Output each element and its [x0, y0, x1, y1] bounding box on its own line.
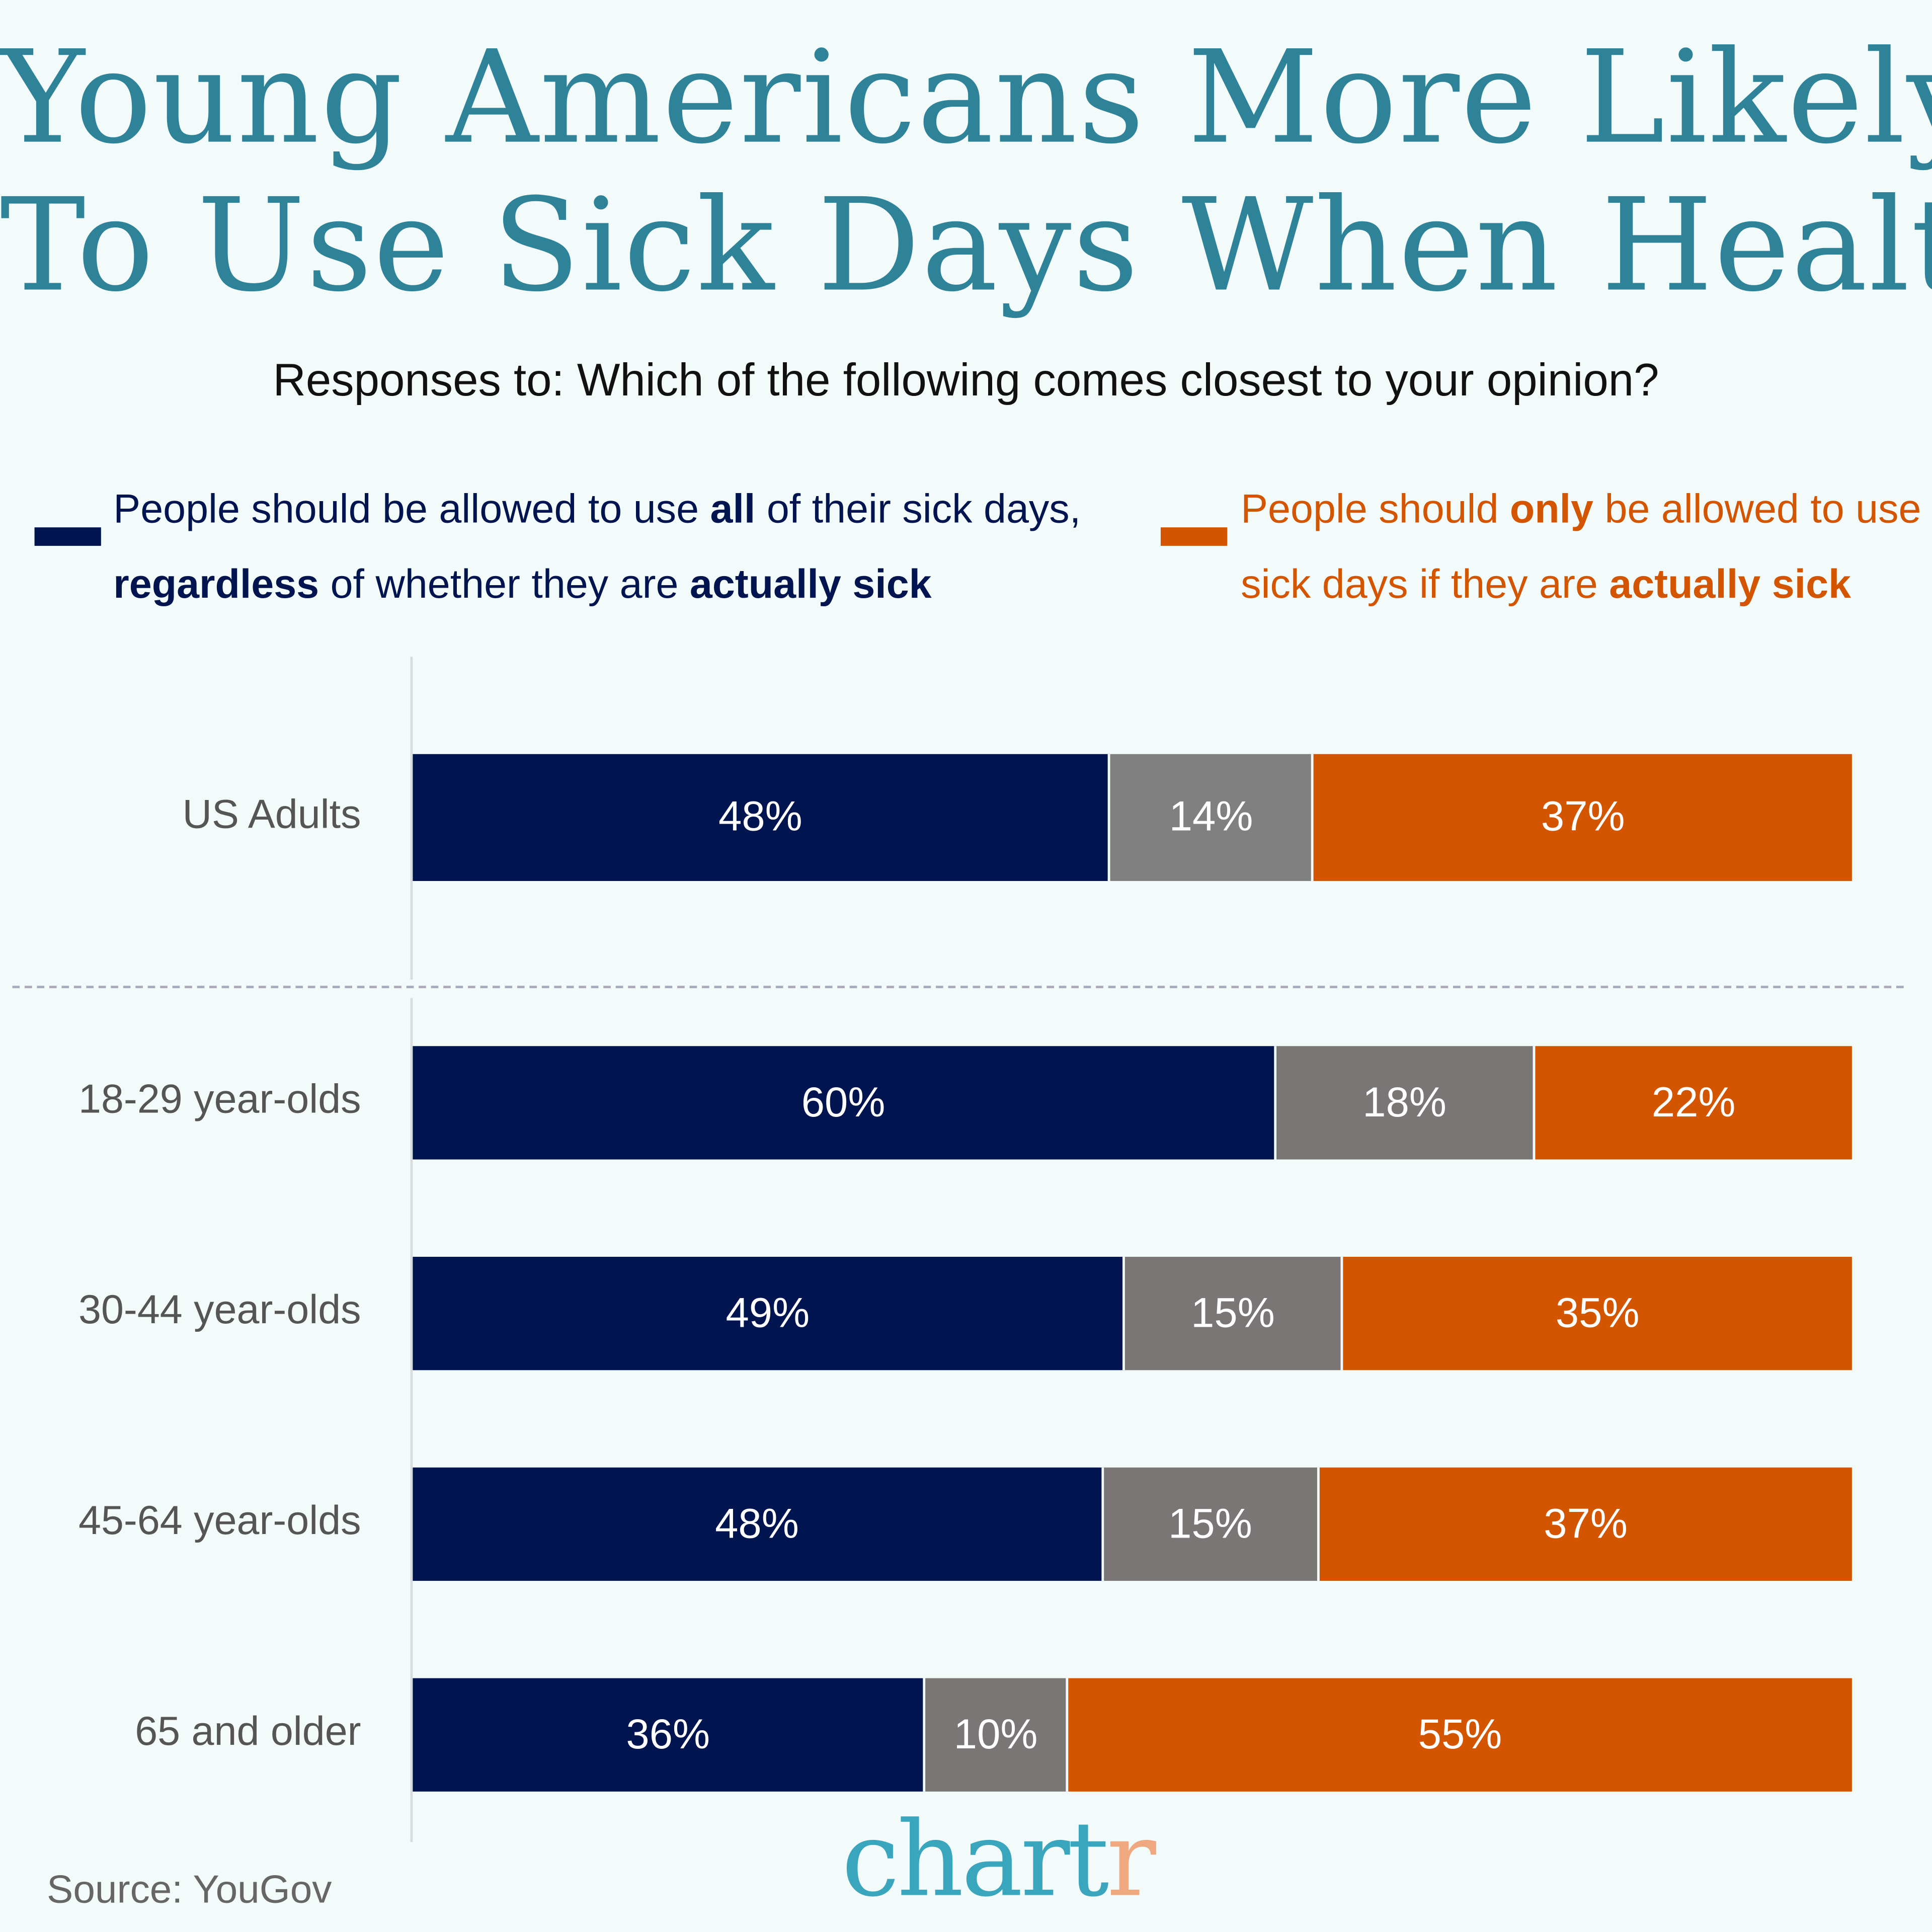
value-label: 37% [1541, 793, 1625, 841]
bar-row: 48% 14% 37% [413, 754, 1852, 881]
value-label: 48% [718, 793, 802, 841]
category-label: 65 and older [135, 1708, 361, 1753]
value-label: 18% [1362, 1079, 1446, 1126]
bar-segment: 49% [413, 1256, 1125, 1371]
divider-dashed [12, 986, 1904, 989]
bar-segment: 10% [925, 1678, 1069, 1792]
title-line-1: Young Americans More Likely [0, 22, 1932, 173]
value-label: 37% [1544, 1500, 1628, 1547]
category-label: US Adults [182, 790, 361, 836]
title-line-2: To Use Sick Days When Healthy [0, 170, 1932, 320]
bar-segment: 60% [413, 1046, 1276, 1160]
value-label: 48% [715, 1500, 799, 1547]
legend-text-only-sick: People should only be allowed to use sic… [1241, 485, 1921, 606]
value-label: 55% [1418, 1711, 1502, 1758]
value-label: 22% [1651, 1079, 1736, 1126]
bar-segment: 55% [1068, 1678, 1852, 1792]
value-label: 15% [1168, 1500, 1252, 1547]
bar-segment: 35% [1343, 1256, 1852, 1371]
value-label: 15% [1191, 1289, 1275, 1336]
bar-segment: 14% [1110, 754, 1314, 881]
value-label: 14% [1169, 793, 1253, 841]
value-label: 36% [626, 1711, 710, 1758]
axis-line-top [410, 657, 413, 980]
bar-segment: 36% [413, 1678, 926, 1792]
chartr-logo: chartr [841, 1799, 1156, 1920]
bar-segment: 15% [1103, 1467, 1320, 1581]
bar-segment: 22% [1535, 1046, 1852, 1160]
bar-segment: 48% [413, 1467, 1104, 1581]
source-note: Source: YouGov [47, 1867, 332, 1911]
category-label: 18-29 year-olds [78, 1075, 361, 1121]
bar-row: 48% 15% 37% [413, 1467, 1852, 1581]
value-label: 60% [801, 1079, 886, 1126]
bar-row: 60% 18% 22% [413, 1046, 1852, 1160]
bar-row: 36% 10% 55% [413, 1678, 1852, 1792]
category-label: 45-64 year-olds [78, 1497, 361, 1543]
bar-segment: 37% [1314, 754, 1852, 881]
legend-swatch-all-days [34, 527, 101, 546]
bar-segment: 15% [1125, 1256, 1343, 1371]
axis-line-bottom [410, 998, 413, 1842]
category-label: 30-44 year-olds [78, 1286, 361, 1332]
bar-segment: 48% [413, 754, 1111, 881]
value-label: 35% [1555, 1289, 1640, 1336]
legend-swatch-only-sick [1160, 527, 1228, 546]
bar-row: 49% 15% 35% [413, 1256, 1852, 1371]
subtitle: Responses to: Which of the following com… [273, 355, 1659, 406]
value-label: 10% [953, 1711, 1038, 1758]
value-label: 49% [726, 1289, 810, 1336]
legend-text-all-days: People should be allowed to use all of t… [113, 485, 1081, 606]
bar-segment: 37% [1319, 1467, 1852, 1581]
bar-segment: 18% [1276, 1046, 1536, 1160]
